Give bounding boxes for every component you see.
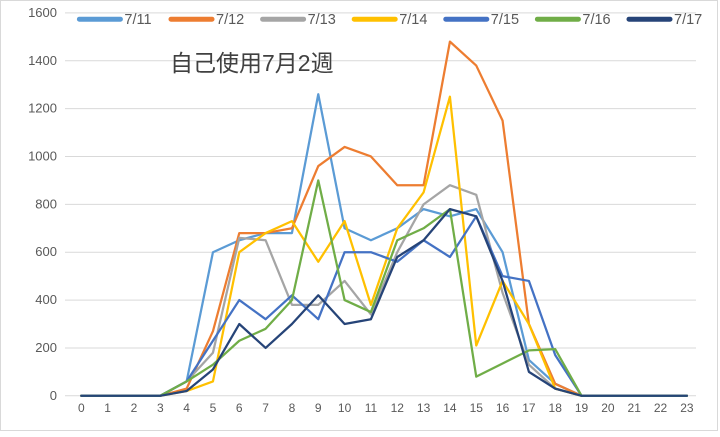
svg-text:200: 200: [35, 340, 57, 355]
svg-text:6: 6: [236, 401, 243, 415]
svg-text:9: 9: [315, 401, 322, 415]
svg-text:800: 800: [35, 196, 57, 211]
svg-text:7/17: 7/17: [674, 12, 702, 28]
svg-text:7/14: 7/14: [399, 12, 427, 28]
svg-text:22: 22: [654, 401, 668, 415]
svg-text:13: 13: [417, 401, 431, 415]
svg-text:600: 600: [35, 244, 57, 259]
svg-text:14: 14: [443, 401, 457, 415]
svg-text:7/12: 7/12: [216, 12, 244, 28]
svg-text:11: 11: [365, 401, 378, 415]
svg-text:1200: 1200: [28, 101, 57, 116]
svg-text:1600: 1600: [28, 5, 57, 20]
svg-text:20: 20: [601, 401, 615, 415]
svg-text:7/13: 7/13: [308, 12, 336, 28]
svg-text:1: 1: [104, 401, 111, 415]
svg-text:17: 17: [522, 401, 536, 415]
svg-text:2: 2: [131, 401, 138, 415]
svg-text:自己使用7月2週: 自己使用7月2週: [170, 50, 334, 76]
svg-text:7/11: 7/11: [124, 12, 151, 28]
svg-text:0: 0: [78, 401, 85, 415]
svg-text:18: 18: [549, 401, 563, 415]
svg-text:0: 0: [50, 388, 57, 403]
svg-text:4: 4: [183, 401, 190, 415]
svg-text:16: 16: [496, 401, 510, 415]
svg-text:1000: 1000: [28, 148, 57, 163]
svg-text:23: 23: [680, 401, 694, 415]
svg-text:5: 5: [210, 401, 217, 415]
svg-text:19: 19: [575, 401, 589, 415]
svg-text:12: 12: [391, 401, 405, 415]
svg-text:3: 3: [157, 401, 164, 415]
svg-text:7: 7: [262, 401, 269, 415]
svg-text:1400: 1400: [28, 53, 57, 68]
svg-text:8: 8: [289, 401, 296, 415]
svg-text:15: 15: [470, 401, 484, 415]
svg-text:400: 400: [35, 292, 57, 307]
svg-text:7/16: 7/16: [582, 12, 610, 28]
svg-text:10: 10: [338, 401, 352, 415]
svg-text:7/15: 7/15: [491, 12, 519, 28]
svg-text:21: 21: [628, 401, 642, 415]
